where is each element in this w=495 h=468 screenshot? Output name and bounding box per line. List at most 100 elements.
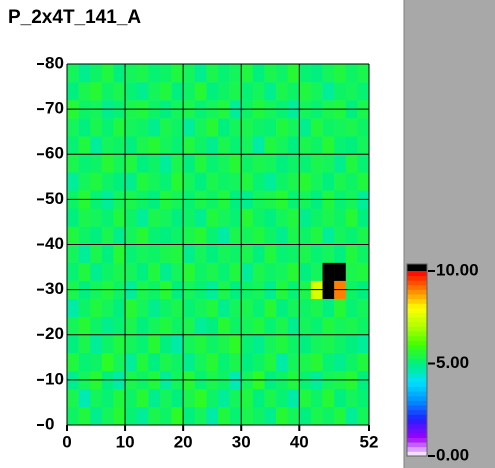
- heat-cell: [101, 136, 114, 155]
- y-tick-label: 60: [45, 144, 64, 163]
- heat-cell: [194, 82, 207, 101]
- heat-cell: [218, 172, 230, 191]
- heat-cell: [252, 172, 265, 191]
- heat-cell: [183, 136, 196, 155]
- heat-cell: [287, 172, 300, 191]
- heat-cell: [345, 226, 358, 245]
- heat-cell: [125, 226, 137, 245]
- heat-cell: [229, 334, 242, 354]
- heat-cell: [148, 244, 161, 263]
- heat-cell: [78, 406, 91, 426]
- colorbar-segment: [407, 368, 427, 374]
- heat-cell: [101, 244, 114, 263]
- heat-cell: [287, 316, 300, 336]
- heat-cell: [183, 226, 196, 245]
- heat-cell: [276, 226, 288, 245]
- heat-cell: [322, 406, 335, 426]
- heat-cell: [101, 226, 114, 245]
- heat-cell: [264, 352, 277, 372]
- heat-cell: [334, 136, 347, 155]
- heat-cell: [78, 64, 91, 83]
- heat-cell: [67, 172, 79, 191]
- x-tick-label: 10: [116, 432, 135, 451]
- heat-cell: [252, 316, 265, 336]
- heat-cell: [357, 262, 370, 281]
- heat-cell: [206, 136, 219, 155]
- heat-cell: [276, 388, 288, 408]
- colorbar-segment: [407, 340, 427, 346]
- heat-cell: [322, 154, 335, 173]
- heat-cell: [218, 316, 230, 336]
- x-tick-label: 30: [232, 432, 251, 451]
- colorbar-segment: [407, 391, 427, 397]
- colorbar-segment: [407, 363, 427, 369]
- colorbar-tick-label: 0.00: [436, 445, 469, 464]
- heat-cell: [194, 208, 207, 227]
- heat-cell: [125, 244, 137, 263]
- heat-cell: [67, 388, 79, 408]
- heat-cell: [241, 244, 254, 263]
- heat-cell: [125, 334, 137, 354]
- heat-cell: [287, 406, 300, 426]
- heat-cell: [229, 118, 242, 137]
- heat-cell: [334, 244, 347, 263]
- heat-cell: [183, 244, 196, 263]
- heat-cell: [276, 406, 288, 426]
- heat-cell: [276, 316, 288, 336]
- heat-cell: [287, 118, 300, 137]
- heat-cell: [90, 226, 103, 245]
- heat-cell: [90, 64, 103, 83]
- heat-cell: [194, 244, 207, 263]
- heat-cell: [287, 334, 300, 354]
- colorbar-segment: [407, 428, 427, 434]
- heat-cell: [136, 298, 149, 317]
- heat-cell: [194, 64, 207, 83]
- colorbar-segment: [407, 294, 427, 300]
- heat-cell: [322, 316, 335, 336]
- heat-cell: [78, 136, 91, 155]
- colorbar-segment: [407, 354, 427, 360]
- heat-cell: [287, 154, 300, 173]
- heat-cell: [136, 172, 149, 191]
- heat-cell: [264, 298, 277, 317]
- heat-cell: [194, 154, 207, 173]
- heat-cell: [345, 352, 358, 372]
- colorbar-segment: [407, 414, 427, 420]
- heat-cell: [264, 154, 277, 173]
- heat-cell: [241, 298, 254, 317]
- heat-cell: [67, 118, 79, 137]
- heat-cell: [310, 262, 323, 281]
- heat-cell: [113, 352, 126, 372]
- heat-cell: [125, 154, 137, 173]
- heat-cell: [159, 226, 172, 245]
- heat-cell: [299, 208, 312, 227]
- heat-cell: [171, 64, 184, 83]
- heat-cell: [252, 64, 265, 83]
- heat-cell: [67, 226, 79, 245]
- heat-cell: [299, 262, 312, 281]
- heat-cell: [299, 406, 312, 426]
- heat-cell: [171, 316, 184, 336]
- heat-cell: [334, 262, 347, 281]
- heat-cell: [113, 208, 126, 227]
- colorbar-segment: [407, 331, 427, 337]
- heat-cell: [287, 226, 300, 245]
- heat-cell: [159, 154, 172, 173]
- heat-cell: [67, 136, 79, 155]
- heat-cell: [206, 316, 219, 336]
- colorbar-segment: [407, 308, 427, 314]
- colorbar-segment: [407, 298, 427, 304]
- heat-cell: [264, 82, 277, 101]
- heat-cell: [194, 262, 207, 281]
- heat-cell: [78, 352, 91, 372]
- heat-cell: [310, 388, 323, 408]
- heat-cell: [90, 388, 103, 408]
- heat-cell: [241, 154, 254, 173]
- heat-cell: [241, 334, 254, 354]
- colorbar-segment: [407, 386, 427, 392]
- colorbar-segment: [407, 372, 427, 378]
- heat-cell: [113, 244, 126, 263]
- colorbar-segment: [407, 349, 427, 355]
- heat-cell: [183, 208, 196, 227]
- heat-cell: [136, 388, 149, 408]
